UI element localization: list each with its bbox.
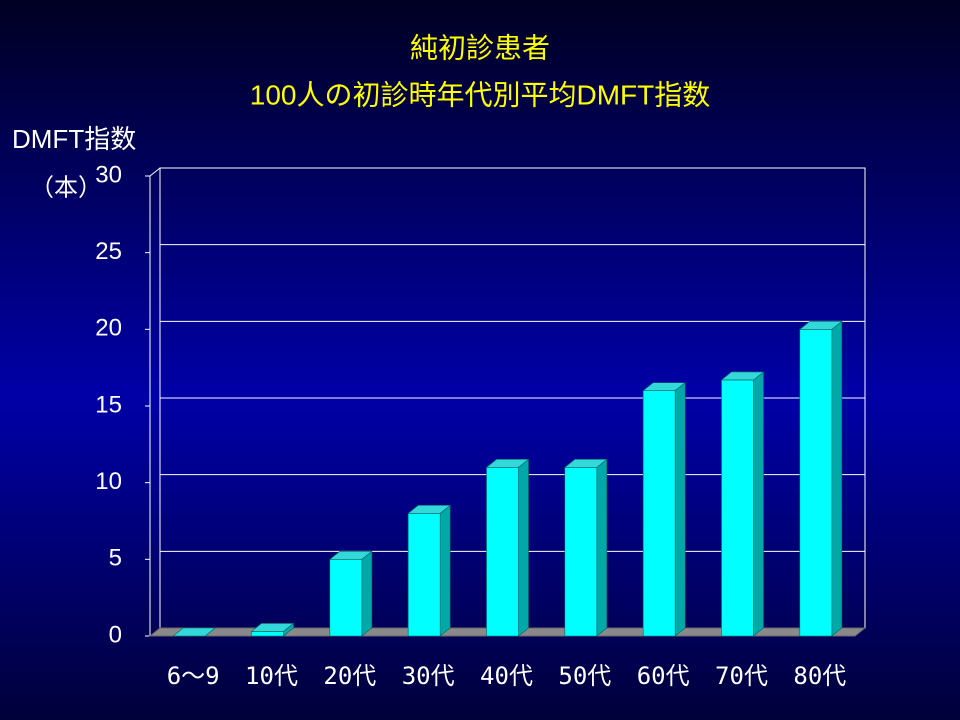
bar bbox=[250, 622, 295, 637]
bar bbox=[720, 371, 765, 637]
bar bbox=[485, 458, 530, 637]
bar-front bbox=[486, 467, 519, 637]
bar bbox=[563, 458, 608, 637]
bar-front bbox=[642, 390, 676, 637]
bar-front bbox=[329, 559, 363, 637]
x-tick-label: 6〜9 bbox=[167, 662, 220, 690]
bar-side bbox=[753, 371, 764, 637]
bar bbox=[172, 627, 217, 637]
x-tick-label: 70代 bbox=[715, 662, 768, 690]
x-tick-label: 10代 bbox=[245, 662, 298, 690]
chart-title: 純初診患者 bbox=[410, 32, 550, 63]
bar bbox=[798, 320, 843, 637]
bar-top bbox=[407, 505, 452, 514]
y-tick-label: 25 bbox=[95, 238, 122, 265]
bar-top bbox=[720, 371, 765, 381]
x-tick-label: 60代 bbox=[637, 662, 690, 690]
bar-front bbox=[564, 467, 598, 637]
y-tick-label: 5 bbox=[109, 545, 122, 572]
bar bbox=[642, 382, 687, 637]
bar-top bbox=[328, 551, 373, 560]
bar-top bbox=[250, 623, 295, 632]
bar-front bbox=[251, 631, 284, 637]
bar-top bbox=[642, 382, 687, 391]
y-tick-label: 20 bbox=[95, 315, 122, 342]
bar-side bbox=[518, 458, 529, 637]
x-tick-label: 80代 bbox=[793, 662, 846, 690]
x-tick-label: 40代 bbox=[480, 662, 533, 690]
y-tick-label: 10 bbox=[95, 468, 122, 495]
x-tick-label: 20代 bbox=[323, 662, 376, 690]
bar-side bbox=[674, 382, 686, 637]
x-tick-label: 50代 bbox=[558, 662, 611, 690]
x-tick-label: 30代 bbox=[402, 662, 455, 690]
side-wall bbox=[149, 167, 161, 177]
bar-front bbox=[721, 379, 754, 637]
bar-top bbox=[485, 459, 530, 468]
y-tick-label: 30 bbox=[95, 161, 122, 188]
y-tick-label: 0 bbox=[109, 621, 122, 648]
bar-top bbox=[172, 627, 217, 637]
bar-front bbox=[799, 329, 833, 637]
bar-front bbox=[407, 513, 441, 637]
y-axis-label: DMFT指数 bbox=[12, 124, 136, 154]
bar bbox=[407, 504, 452, 637]
bar-top bbox=[563, 459, 608, 468]
chart-title: 100人の初診時年代別平均DMFT指数 bbox=[250, 79, 710, 110]
bar-top bbox=[798, 321, 843, 330]
bar bbox=[328, 550, 373, 637]
y-axis-unit: （本） bbox=[30, 174, 102, 201]
bar-side bbox=[439, 504, 451, 637]
bar-side bbox=[361, 550, 373, 637]
bar-side bbox=[596, 458, 608, 637]
bar-side bbox=[831, 320, 843, 637]
y-tick-label: 15 bbox=[95, 391, 122, 418]
